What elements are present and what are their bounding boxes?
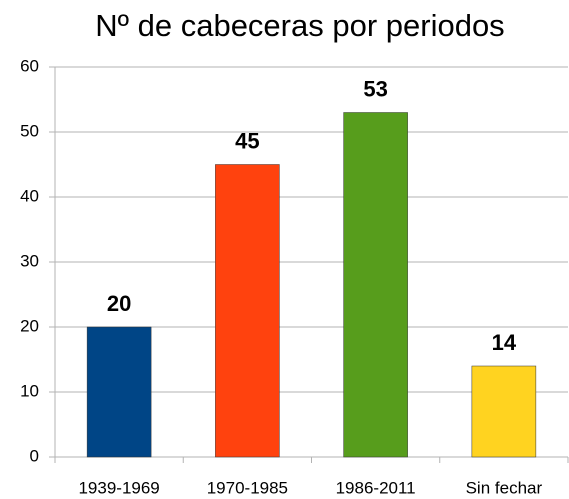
x-tick-label: Sin fechar	[466, 478, 543, 497]
y-tick-label: 60	[20, 56, 39, 75]
y-tick-label: 20	[20, 316, 39, 335]
bar	[215, 164, 280, 458]
y-tick-label: 40	[20, 186, 39, 205]
x-tick-label: 1970-1985	[207, 478, 288, 497]
bar	[343, 112, 408, 458]
y-tick-label: 0	[30, 446, 39, 465]
y-tick-label: 50	[20, 121, 39, 140]
y-tick-label: 30	[20, 251, 39, 270]
chart-title: Nº de cabeceras por periodos	[95, 8, 504, 43]
y-tick-label: 10	[20, 381, 39, 400]
bar	[86, 326, 152, 458]
bar	[471, 365, 537, 458]
x-tick-label: 1939-1969	[78, 478, 159, 497]
data-label: 53	[363, 76, 387, 101]
data-label: 14	[492, 330, 517, 355]
data-label: 45	[235, 128, 259, 153]
data-label: 20	[107, 291, 131, 316]
x-tick-label: 1986-2011	[336, 478, 416, 497]
